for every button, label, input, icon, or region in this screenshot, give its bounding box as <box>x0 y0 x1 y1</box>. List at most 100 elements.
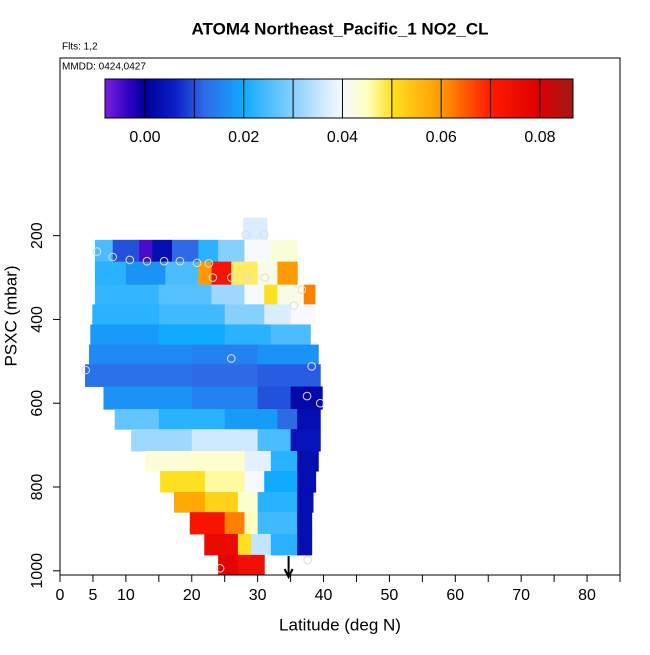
colorbar <box>104 78 574 119</box>
curtain-cell <box>94 239 114 263</box>
curtain-cell <box>277 261 298 286</box>
sample-point <box>108 252 118 262</box>
curtain-cell <box>270 239 298 263</box>
y-tick-label: 600 <box>29 390 46 417</box>
x-tick-label: 70 <box>512 587 530 604</box>
colorbar-tick-label: 0.04 <box>327 129 358 146</box>
curtain-cell <box>277 284 305 305</box>
sample-point <box>303 555 313 565</box>
sample-point <box>192 258 202 268</box>
y-tick-label: 1000 <box>29 553 46 589</box>
sample-point <box>208 273 218 282</box>
curtain-cell <box>224 324 272 346</box>
curtain-cell <box>270 533 298 556</box>
curtain-cell <box>251 533 272 556</box>
sample-point <box>260 273 270 282</box>
curtain-cell <box>237 554 265 576</box>
sample-point <box>142 256 152 266</box>
curtain-cell <box>158 284 213 305</box>
curtain-cell <box>277 409 298 430</box>
curtain-cell <box>173 492 206 513</box>
x-axis-label: Latitude (deg N) <box>279 615 401 634</box>
curtain-cell <box>204 492 239 513</box>
curtain-cell <box>152 239 173 263</box>
curtain-cell <box>244 471 265 493</box>
curtain-cell <box>257 512 298 535</box>
curtain-cell <box>103 386 193 410</box>
curtain-cell <box>257 492 298 513</box>
curtain-cell <box>90 324 160 346</box>
sample-point <box>241 230 251 240</box>
sample-point <box>226 354 236 363</box>
curtain-cell <box>94 261 127 286</box>
curtain-cell <box>211 261 232 286</box>
curtain-cell <box>264 471 298 493</box>
sample-point <box>226 273 236 282</box>
curtain-cell <box>257 429 292 452</box>
y-tick-label: 800 <box>29 474 46 501</box>
curtain-cell <box>224 512 245 535</box>
curtain-cell <box>257 386 292 410</box>
curtain-cell <box>297 409 321 430</box>
sample-point <box>243 273 253 282</box>
curtain-cell <box>297 471 317 493</box>
curtain-cell <box>264 304 292 325</box>
curtain-cell <box>224 304 265 325</box>
curtain-cell <box>211 284 245 305</box>
dates-label: MMDD: 0424,0427 <box>62 62 146 73</box>
curtain-cell <box>191 450 245 472</box>
x-tick-label: 10 <box>117 587 135 604</box>
sample-point <box>302 391 312 401</box>
curtain-cell <box>244 239 272 263</box>
curtain-cell <box>139 239 153 263</box>
curtain-cell <box>297 450 319 472</box>
sample-point <box>125 255 135 265</box>
curtain-cell <box>264 284 278 305</box>
sample-point <box>315 398 325 408</box>
curtain-cell <box>303 284 316 305</box>
position-arrow <box>283 556 294 580</box>
curtain-cell <box>290 386 323 410</box>
curtain-cell <box>257 261 278 286</box>
curtain-cell <box>165 261 199 286</box>
curtain-cell <box>297 512 313 535</box>
curtain-cell <box>191 344 259 365</box>
curtain-cell <box>158 324 226 346</box>
y-tick-label: 400 <box>29 306 46 333</box>
colorbar-tick-label: 0.02 <box>228 129 259 146</box>
sample-point <box>92 247 102 256</box>
sample-point <box>159 256 169 266</box>
curtain-cell <box>297 492 314 513</box>
plot-frame <box>59 57 621 576</box>
curtain-cell <box>88 344 193 365</box>
y-tick-label: 200 <box>29 222 46 249</box>
x-tick-label: 50 <box>381 587 399 604</box>
curtain-cell <box>270 324 311 346</box>
curtain-cell <box>172 239 199 263</box>
curtain-cell <box>125 261 166 286</box>
x-tick-label: 0 <box>56 587 65 604</box>
x-tick-label: 80 <box>578 587 596 604</box>
sample-point <box>81 365 90 375</box>
curtain-cell <box>191 429 259 452</box>
chart-title: ATOM4 Northeast_Pacific_1 NO2_CL <box>192 19 489 38</box>
sample-point <box>289 301 299 310</box>
curtain-cell <box>204 533 239 556</box>
curtain-cell <box>224 409 278 430</box>
curtain-cell <box>244 284 265 305</box>
curtain-cell <box>243 217 268 241</box>
x-tick-label: 20 <box>183 587 201 604</box>
curtain-cell <box>112 239 140 263</box>
curtain-cell <box>244 512 259 535</box>
curtain-cell <box>158 304 226 325</box>
curtain-cell <box>94 284 160 305</box>
curtain-cell <box>290 429 321 452</box>
curtain-cell <box>131 429 193 452</box>
sample-point <box>215 563 225 573</box>
curtain-cell <box>191 364 259 387</box>
colorbar-tick-label: 0.08 <box>524 129 555 146</box>
curtain-cell <box>158 409 226 430</box>
x-tick-label: 40 <box>315 587 333 604</box>
sample-point <box>297 285 307 294</box>
